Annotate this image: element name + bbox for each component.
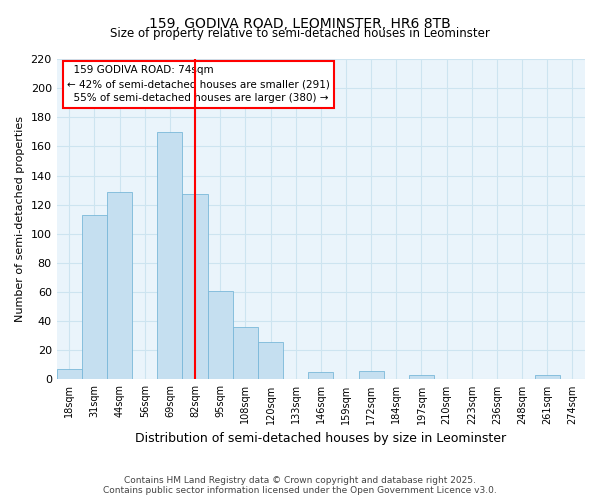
X-axis label: Distribution of semi-detached houses by size in Leominster: Distribution of semi-detached houses by … <box>135 432 506 445</box>
Bar <box>258 342 283 380</box>
Y-axis label: Number of semi-detached properties: Number of semi-detached properties <box>15 116 25 322</box>
Bar <box>56 369 82 380</box>
Bar <box>308 372 334 380</box>
Bar <box>107 192 132 380</box>
Bar <box>409 375 434 380</box>
Bar <box>535 375 560 380</box>
Bar <box>182 194 208 380</box>
Text: Contains HM Land Registry data © Crown copyright and database right 2025.
Contai: Contains HM Land Registry data © Crown c… <box>103 476 497 495</box>
Bar <box>82 215 107 380</box>
Text: Size of property relative to semi-detached houses in Leominster: Size of property relative to semi-detach… <box>110 28 490 40</box>
Text: 159, GODIVA ROAD, LEOMINSTER, HR6 8TB: 159, GODIVA ROAD, LEOMINSTER, HR6 8TB <box>149 18 451 32</box>
Bar <box>359 370 384 380</box>
Bar <box>233 327 258 380</box>
Text: 159 GODIVA ROAD: 74sqm
← 42% of semi-detached houses are smaller (291)
  55% of : 159 GODIVA ROAD: 74sqm ← 42% of semi-det… <box>67 66 330 104</box>
Bar <box>157 132 182 380</box>
Bar <box>208 290 233 380</box>
